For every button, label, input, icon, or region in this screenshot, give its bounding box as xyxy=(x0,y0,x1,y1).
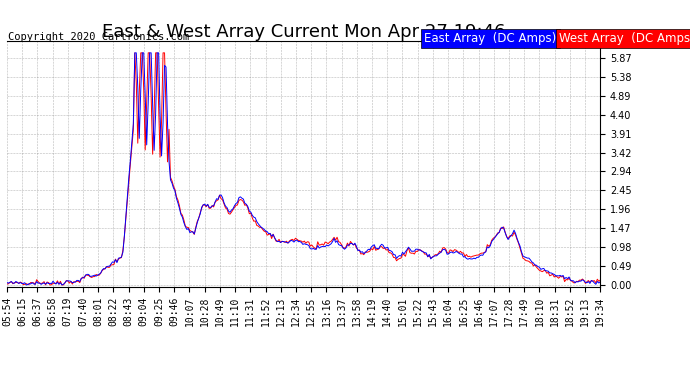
Text: East Array  (DC Amps): East Array (DC Amps) xyxy=(424,32,557,45)
Title: East & West Array Current Mon Apr 27 19:46: East & West Array Current Mon Apr 27 19:… xyxy=(102,23,505,41)
Text: Copyright 2020 Cartronics.com: Copyright 2020 Cartronics.com xyxy=(8,32,190,42)
Text: West Array  (DC Amps): West Array (DC Amps) xyxy=(559,32,690,45)
